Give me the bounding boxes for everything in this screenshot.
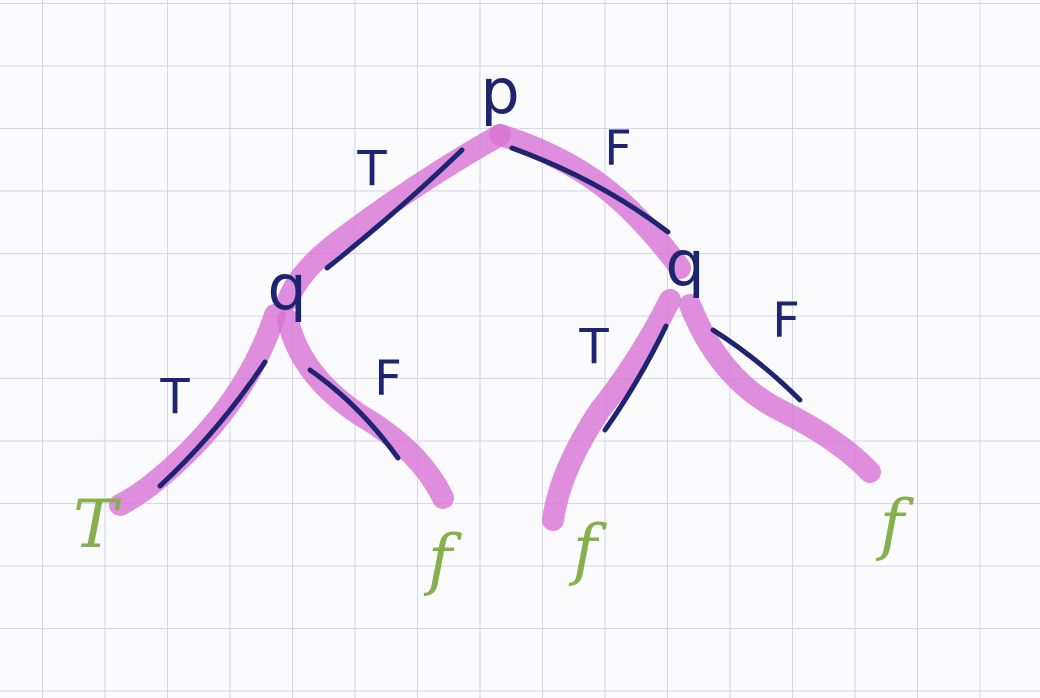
leaf-label-ll: T [73, 486, 122, 563]
edge-label-root-right: F [604, 121, 632, 177]
highlight-right-right [679, 294, 881, 483]
highlight-left-right [277, 309, 454, 509]
edge-right-right [710, 327, 803, 403]
edge-label-left-right: F [374, 351, 402, 407]
edge-left-right [307, 367, 401, 461]
ink-strokes [157, 145, 803, 489]
root-node-label: p [480, 55, 519, 128]
highlight-left-left [109, 304, 286, 516]
edge-right-left [602, 323, 669, 433]
leaf-label-rl: f [568, 511, 608, 588]
edge-left-left [157, 359, 268, 489]
highlight-right-left [542, 289, 681, 531]
left-node-label: q [267, 251, 306, 324]
edge-label-right-right: F [772, 293, 800, 349]
edge-label-left-left: T [159, 369, 190, 425]
edge-root-right [509, 145, 671, 235]
leaf-label-lr: f [423, 521, 463, 598]
highlight-paths [109, 124, 881, 531]
edge-label-root-left: T [356, 141, 387, 197]
right-node-label: q [665, 227, 704, 300]
highlight-root-left [277, 124, 511, 311]
edge-root-left [324, 147, 465, 271]
leaf-label-rr: f [875, 486, 915, 563]
edge-label-right-left: T [578, 319, 609, 375]
